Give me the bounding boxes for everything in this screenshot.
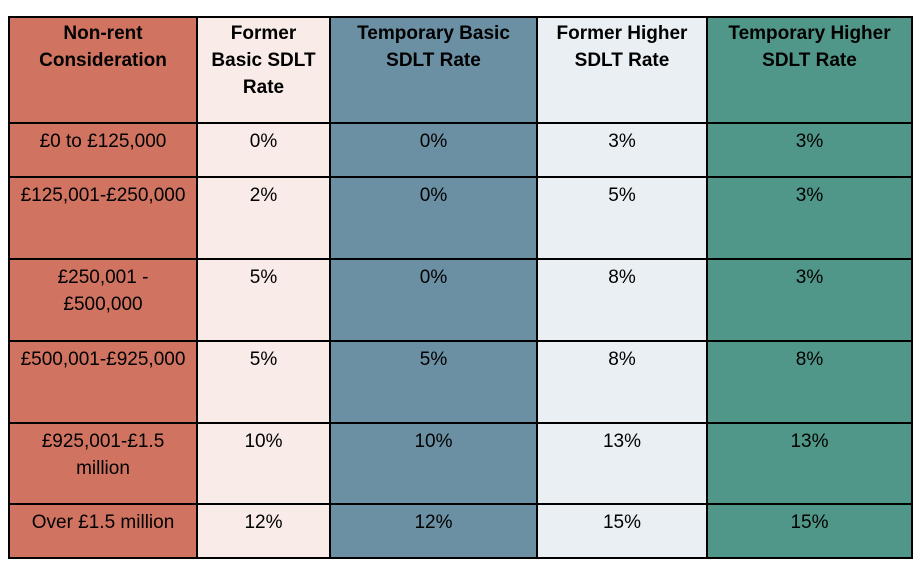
cell-temporary-higher-rate: 3% [706,122,913,178]
cell-temporary-higher-rate: 15% [706,503,913,559]
cell-temporary-basic-rate: 10% [329,422,538,505]
cell-temporary-higher-rate: 3% [706,176,913,260]
cell-consideration: £925,001-£1.5 million [8,422,198,505]
cell-former-basic-rate: 5% [196,258,331,342]
header-temporary-higher-sdlt-rate: Temporary Higher SDLT Rate [706,16,913,124]
table-row: Over £1.5 million 12% 12% 15% 15% [8,503,913,559]
cell-former-higher-rate: 5% [536,176,708,260]
header-non-rent-consideration: Non-rent Consideration [8,16,198,124]
cell-former-basic-rate: 10% [196,422,331,505]
table-row: £500,001-£925,000 5% 5% 8% 8% [8,340,913,424]
cell-former-higher-rate: 8% [536,258,708,342]
cell-temporary-basic-rate: 0% [329,176,538,260]
cell-temporary-basic-rate: 12% [329,503,538,559]
cell-former-higher-rate: 15% [536,503,708,559]
cell-consideration: £250,001 - £500,000 [8,258,198,342]
sdlt-rates-table-container: Non-rent Consideration Former Basic SDLT… [8,16,913,559]
cell-consideration: £500,001-£925,000 [8,340,198,424]
cell-temporary-higher-rate: 8% [706,340,913,424]
cell-former-basic-rate: 2% [196,176,331,260]
header-former-higher-sdlt-rate: Former Higher SDLT Rate [536,16,708,124]
cell-consideration: £0 to £125,000 [8,122,198,178]
table-row: £925,001-£1.5 million 10% 10% 13% 13% [8,422,913,505]
cell-temporary-basic-rate: 5% [329,340,538,424]
cell-former-basic-rate: 5% [196,340,331,424]
table-header-row: Non-rent Consideration Former Basic SDLT… [8,16,913,124]
cell-former-higher-rate: 3% [536,122,708,178]
table-row: £250,001 - £500,000 5% 0% 8% 3% [8,258,913,342]
cell-consideration: Over £1.5 million [8,503,198,559]
cell-former-higher-rate: 8% [536,340,708,424]
cell-temporary-basic-rate: 0% [329,122,538,178]
header-former-basic-sdlt-rate: Former Basic SDLT Rate [196,16,331,124]
table-row: £0 to £125,000 0% 0% 3% 3% [8,122,913,178]
table-row: £125,001-£250,000 2% 0% 5% 3% [8,176,913,260]
cell-former-basic-rate: 0% [196,122,331,178]
sdlt-rates-table: Non-rent Consideration Former Basic SDLT… [8,16,913,559]
cell-temporary-basic-rate: 0% [329,258,538,342]
cell-former-higher-rate: 13% [536,422,708,505]
cell-temporary-higher-rate: 13% [706,422,913,505]
cell-consideration: £125,001-£250,000 [8,176,198,260]
cell-temporary-higher-rate: 3% [706,258,913,342]
cell-former-basic-rate: 12% [196,503,331,559]
header-temporary-basic-sdlt-rate: Temporary Basic SDLT Rate [329,16,538,124]
